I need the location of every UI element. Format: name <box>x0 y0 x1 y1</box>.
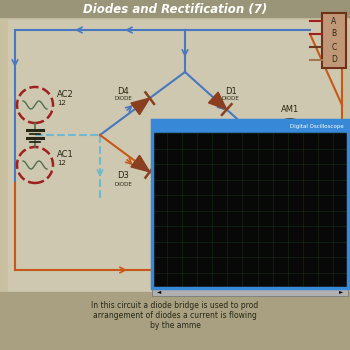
Text: DIODE: DIODE <box>114 97 132 102</box>
Bar <box>322 13 346 68</box>
Text: DIODE: DIODE <box>222 97 240 102</box>
Bar <box>0 292 350 350</box>
Circle shape <box>274 119 306 151</box>
Text: D4: D4 <box>118 86 129 96</box>
Text: DI: DI <box>222 182 228 187</box>
Text: +: + <box>266 130 274 140</box>
Polygon shape <box>131 155 150 172</box>
Text: DIODE: DIODE <box>114 182 132 187</box>
Text: AC1: AC1 <box>57 150 74 159</box>
Text: D1: D1 <box>225 86 237 96</box>
Text: D: D <box>225 172 231 181</box>
Bar <box>152 120 348 133</box>
Text: 12: 12 <box>57 100 66 106</box>
Text: -: - <box>308 130 312 140</box>
Text: by the amme: by the amme <box>149 322 201 330</box>
Text: Digital Oscilloscope: Digital Oscilloscope <box>290 124 344 129</box>
Text: Diodes and Rectification (7): Diodes and Rectification (7) <box>83 2 267 15</box>
Text: ◄: ◄ <box>157 289 161 294</box>
Polygon shape <box>209 161 227 178</box>
Bar <box>280 131 300 139</box>
Text: 12: 12 <box>57 160 66 166</box>
Text: A: A <box>331 16 337 26</box>
Text: arrangement of diodes a current is flowing: arrangement of diodes a current is flowi… <box>93 312 257 321</box>
Text: ►: ► <box>339 289 343 294</box>
Circle shape <box>17 147 53 183</box>
Bar <box>152 120 348 288</box>
Text: In this circuit a diode bridge is used to prod: In this circuit a diode bridge is used t… <box>91 301 259 310</box>
Text: C: C <box>331 42 337 51</box>
Text: B: B <box>331 29 337 38</box>
Bar <box>152 288 348 296</box>
Polygon shape <box>131 98 150 115</box>
Text: D3: D3 <box>118 172 130 181</box>
Text: AC2: AC2 <box>57 90 74 99</box>
Text: +392: +392 <box>284 133 296 138</box>
Bar <box>152 133 348 288</box>
Polygon shape <box>209 92 227 110</box>
Text: D: D <box>331 56 337 64</box>
Text: AM1: AM1 <box>281 105 299 114</box>
Bar <box>8 20 342 292</box>
Bar <box>0 0 350 17</box>
Circle shape <box>17 87 53 123</box>
